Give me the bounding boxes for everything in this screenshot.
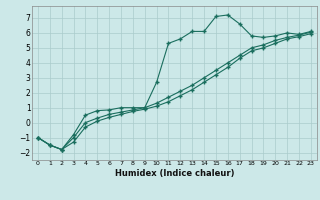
X-axis label: Humidex (Indice chaleur): Humidex (Indice chaleur) <box>115 169 234 178</box>
